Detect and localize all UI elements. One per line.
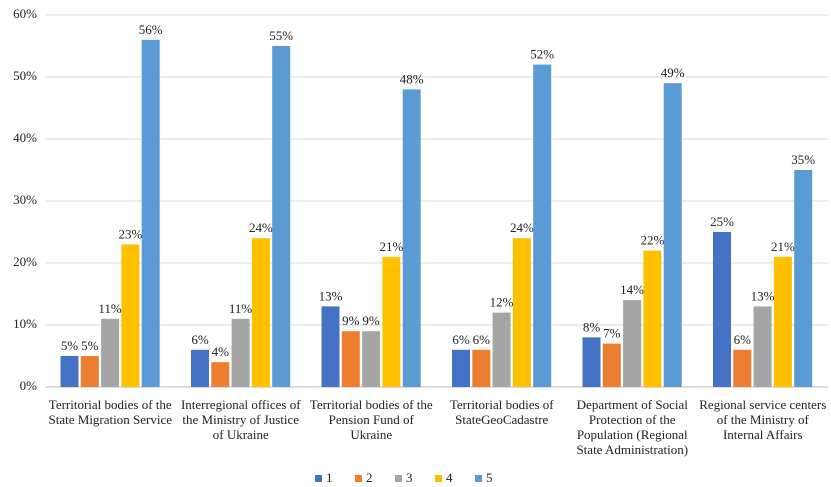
bar xyxy=(492,312,511,387)
bar xyxy=(272,46,291,387)
bar xyxy=(101,318,120,387)
bar xyxy=(472,349,491,387)
x-tick-label: Territorial bodies of the Pension Fund o… xyxy=(309,397,433,442)
bar xyxy=(753,306,772,387)
value-label: 6% xyxy=(734,332,752,347)
bar xyxy=(80,356,99,387)
value-label: 56% xyxy=(139,22,163,37)
value-label: 7% xyxy=(603,326,621,341)
value-label: 14% xyxy=(620,282,644,297)
legend-label: 4 xyxy=(446,470,453,485)
value-label: 49% xyxy=(661,65,685,80)
bar xyxy=(582,337,601,387)
bar xyxy=(251,238,270,387)
bar xyxy=(402,89,421,388)
legend-swatch xyxy=(315,475,322,482)
value-label: 12% xyxy=(490,295,514,310)
value-label: 13% xyxy=(751,288,775,303)
value-label: 24% xyxy=(249,220,273,235)
bar xyxy=(794,170,813,387)
x-tick-label: Territorial bodies of StateGeoCadastre xyxy=(449,397,554,427)
bar xyxy=(663,83,682,387)
value-label: 24% xyxy=(510,220,534,235)
legend-label: 1 xyxy=(326,470,333,485)
value-label: 22% xyxy=(640,233,664,248)
value-label: 5% xyxy=(61,338,79,353)
value-label: 5% xyxy=(81,338,99,353)
value-label: 25% xyxy=(710,214,734,229)
value-label: 11% xyxy=(229,301,253,316)
y-tick-label: 0% xyxy=(20,378,38,393)
value-label: 48% xyxy=(400,71,424,86)
value-label: 13% xyxy=(319,288,343,303)
value-label: 11% xyxy=(98,301,122,316)
legend-swatch xyxy=(355,475,362,482)
value-label: 6% xyxy=(473,332,491,347)
value-label: 21% xyxy=(379,239,403,254)
x-tick-label: Interregional offices of the Ministry of… xyxy=(180,397,301,442)
y-tick-label: 40% xyxy=(13,130,37,145)
y-tick-label: 30% xyxy=(13,192,37,207)
bar xyxy=(713,232,731,387)
value-label: 6% xyxy=(191,332,209,347)
value-label: 23% xyxy=(118,226,142,241)
bar xyxy=(362,331,381,387)
legend-swatch xyxy=(395,475,402,482)
x-tick-label: Territorial bodies of the State Migratio… xyxy=(48,397,172,427)
value-label: 8% xyxy=(583,319,601,334)
value-label: 35% xyxy=(791,152,815,167)
legend-label: 2 xyxy=(366,470,373,485)
x-tick-label: Regional service centers of the Ministry… xyxy=(699,397,827,442)
value-label: 52% xyxy=(530,47,554,62)
y-tick-label: 60% xyxy=(13,6,37,21)
legend-swatch xyxy=(435,475,442,482)
legend-label: 3 xyxy=(406,470,413,485)
bar xyxy=(733,349,752,387)
bar xyxy=(211,362,230,387)
bar xyxy=(512,238,531,387)
bar xyxy=(141,39,160,388)
legend-label: 5 xyxy=(486,470,493,485)
y-tick-label: 10% xyxy=(13,316,37,331)
bar xyxy=(231,318,250,387)
bar xyxy=(60,356,79,387)
x-tick-label: Department of Social Protection of the P… xyxy=(576,397,689,457)
bar xyxy=(533,64,552,387)
value-label: 6% xyxy=(452,332,470,347)
value-label: 21% xyxy=(771,239,795,254)
bar xyxy=(121,244,140,387)
bar xyxy=(643,250,662,387)
bar xyxy=(191,349,209,387)
bar xyxy=(452,349,470,387)
bar xyxy=(602,343,621,387)
bar xyxy=(773,256,792,387)
value-label: 9% xyxy=(342,313,360,328)
bar xyxy=(321,306,340,387)
y-tick-label: 20% xyxy=(13,254,37,269)
bar xyxy=(382,256,401,387)
bar xyxy=(623,300,642,387)
bar xyxy=(341,331,360,387)
value-label: 4% xyxy=(212,344,230,359)
value-label: 55% xyxy=(269,28,293,43)
value-label: 9% xyxy=(362,313,380,328)
legend-swatch xyxy=(475,475,482,482)
y-tick-label: 50% xyxy=(13,68,37,83)
